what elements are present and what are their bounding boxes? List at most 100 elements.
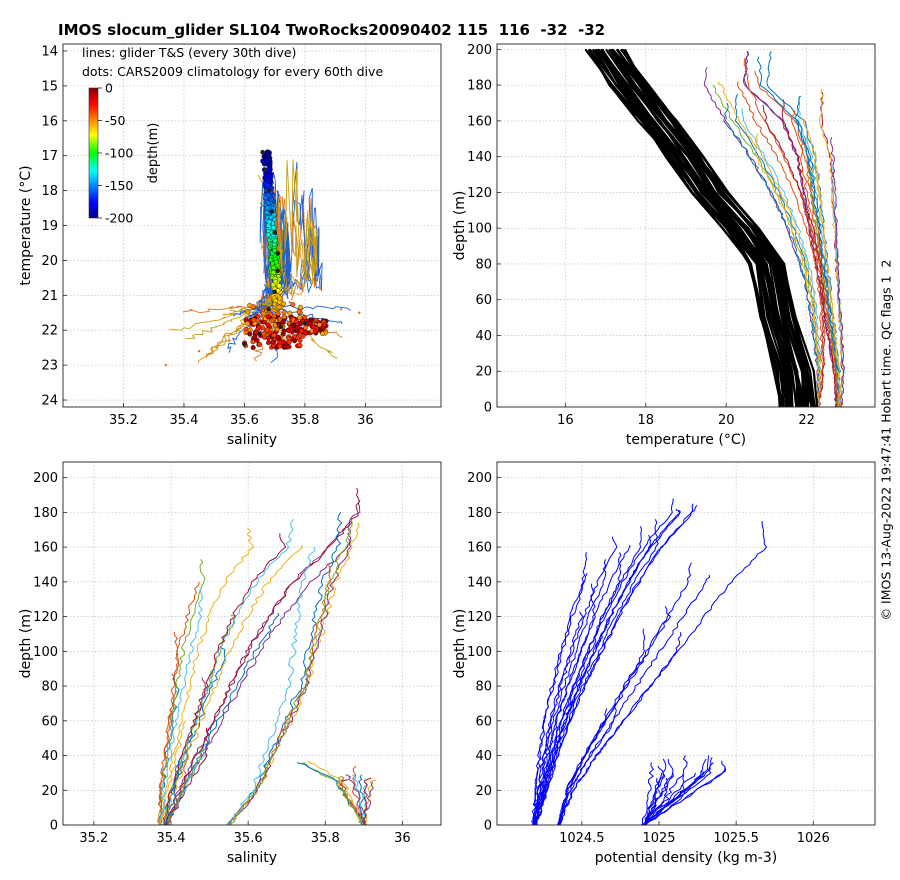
sal-xlabel: salinity: [227, 850, 277, 866]
sal-profile-line: [165, 520, 352, 826]
ts-climatology-dot: [297, 315, 303, 320]
ts-glider-point: [318, 287, 322, 290]
temp-climatology-line: [615, 48, 810, 408]
ts-ytick-label: 18: [41, 184, 58, 199]
sal-ytick-label: 160: [33, 541, 58, 556]
ts-climatology-dot: [256, 325, 262, 330]
temp-profile-line: [754, 133, 821, 408]
ts-climatology-anchor: [263, 167, 268, 172]
sal-ytick-label: 200: [33, 471, 58, 486]
dens-profile-line: [531, 572, 588, 826]
ts-climatology-anchor: [257, 331, 262, 337]
ts-climatology-dot: [286, 339, 292, 345]
sal-ytick-label: 180: [33, 506, 58, 521]
ts-climatology-anchor: [278, 324, 284, 330]
ts-ytick-label: 14: [41, 44, 58, 59]
dens-profile-line: [533, 552, 622, 826]
ts-glider-point: [279, 259, 282, 262]
sal-ytick-label: 60: [41, 714, 58, 729]
dens-profile-line: [642, 762, 654, 826]
sal-profile-line: [165, 487, 360, 825]
temp-frame: [496, 43, 876, 408]
ts-climatology-dot: [265, 314, 271, 320]
sal-ytick-label: 140: [33, 575, 58, 590]
ts-climatology-anchor: [260, 149, 265, 155]
ts-climatology-dot: [247, 331, 253, 337]
dens-ytick-label: 60: [475, 714, 492, 729]
ts-climatology-dot: [302, 314, 308, 320]
sal-xtick-label: 36: [394, 831, 411, 846]
ts-ylabel: temperature (°C): [18, 165, 34, 285]
dens-ytick-label: 140: [467, 575, 492, 590]
dens-profile-line: [533, 583, 596, 826]
temp-ytick-label: 40: [475, 329, 492, 344]
ts-climatology-dot: [272, 248, 278, 254]
sal-profile-line: [163, 760, 180, 826]
dens-profile-line: [534, 526, 643, 826]
sal-profile-line: [161, 720, 186, 826]
sal-profile-line: [363, 779, 377, 826]
sal-profile-line: [336, 775, 367, 826]
depth-colorbar: 0 -50 -100 -150 -200 depth(m): [88, 81, 161, 226]
ts-climatology-dot: [251, 317, 257, 323]
ts-climatology-dot: [281, 310, 287, 316]
dens-ytick-label: 120: [467, 610, 492, 625]
ts-climatology-anchor: [266, 188, 271, 193]
ts-climatology-dot: [271, 270, 277, 276]
dens-profile-line: [642, 770, 705, 826]
dens-profile-line: [643, 765, 664, 826]
sal-profile-line: [361, 777, 372, 826]
colorbar-tick-label: -100: [105, 146, 133, 161]
ts-ytick-label: 24: [41, 394, 58, 409]
sal-ytick-label: 20: [41, 784, 58, 799]
temp-ytick-label: 180: [467, 79, 492, 94]
dens-ytick-label: 0: [484, 819, 492, 834]
ts-climatology-anchor: [275, 268, 281, 274]
ts-climatology-dot: [266, 178, 271, 184]
dens-xtick-label: 1025: [642, 831, 675, 846]
sal-frame: [62, 461, 442, 826]
temperature-profile-panel: 16 18 20 22 0 20 40 60 80 100 120 140 160 180 200 tempe…: [452, 43, 876, 448]
temp-xlabel: temperature (°C): [626, 432, 746, 448]
dens-profile-line: [641, 767, 727, 826]
ts-climatology-dot: [303, 330, 309, 336]
ts-climatology-dot: [266, 335, 271, 341]
colorbar-tick-label: -150: [105, 178, 133, 193]
sal-profile-line: [307, 760, 368, 826]
ts-climatology-dot: [296, 309, 302, 315]
temp-profile-line: [830, 136, 845, 408]
ts-climatology-dot: [272, 301, 278, 307]
temp-profile-line: [757, 56, 840, 408]
legend-lines-note: lines: glider T&S (every 30th dive): [82, 45, 297, 60]
colorbar-tick-label: -200: [105, 211, 133, 226]
ts-glider-line: [222, 160, 315, 316]
ts-climatology-anchor: [266, 306, 271, 312]
ts-climatology-dot: [281, 314, 287, 320]
temp-ylabel: depth (m): [452, 191, 468, 261]
ts-ytick-label: 22: [41, 324, 58, 339]
ts-climatology-dot: [263, 152, 268, 158]
dens-profile-line: [532, 559, 607, 826]
ts-climatology-dot: [250, 345, 256, 351]
figure-title: IMOS slocum_glider SL104 TwoRocks2009040…: [58, 21, 606, 39]
sal-profile-line: [157, 581, 200, 826]
ts-climatology-dot: [268, 196, 274, 202]
dens-ytick-label: 40: [475, 749, 492, 764]
temp-profile-line: [717, 81, 822, 408]
ts-xtick-label: 35.6: [230, 413, 259, 428]
ts-climatology-dot: [317, 322, 322, 328]
dens-profile-line: [643, 758, 674, 826]
ts-climatology-dot: [297, 304, 303, 310]
temp-profile-line: [743, 51, 839, 408]
dens-ylabel: depth (m): [452, 609, 468, 679]
temp-profile-line: [802, 118, 841, 408]
temp-xtick-label: 22: [798, 413, 815, 428]
density-profile-panel: 1024.5 1025 1025.5 1026 0 20 40 60 80 100 120 140 16…: [452, 461, 876, 866]
dens-profile-line: [645, 762, 714, 826]
ts-climatology-dot: [263, 195, 269, 201]
ts-climatology-dot: [277, 295, 283, 301]
temp-profile-line: [703, 66, 820, 408]
ts-ytick-label: 15: [41, 79, 58, 94]
ts-climatology-dot: [271, 225, 277, 231]
ts-climatology-anchor: [275, 251, 281, 256]
